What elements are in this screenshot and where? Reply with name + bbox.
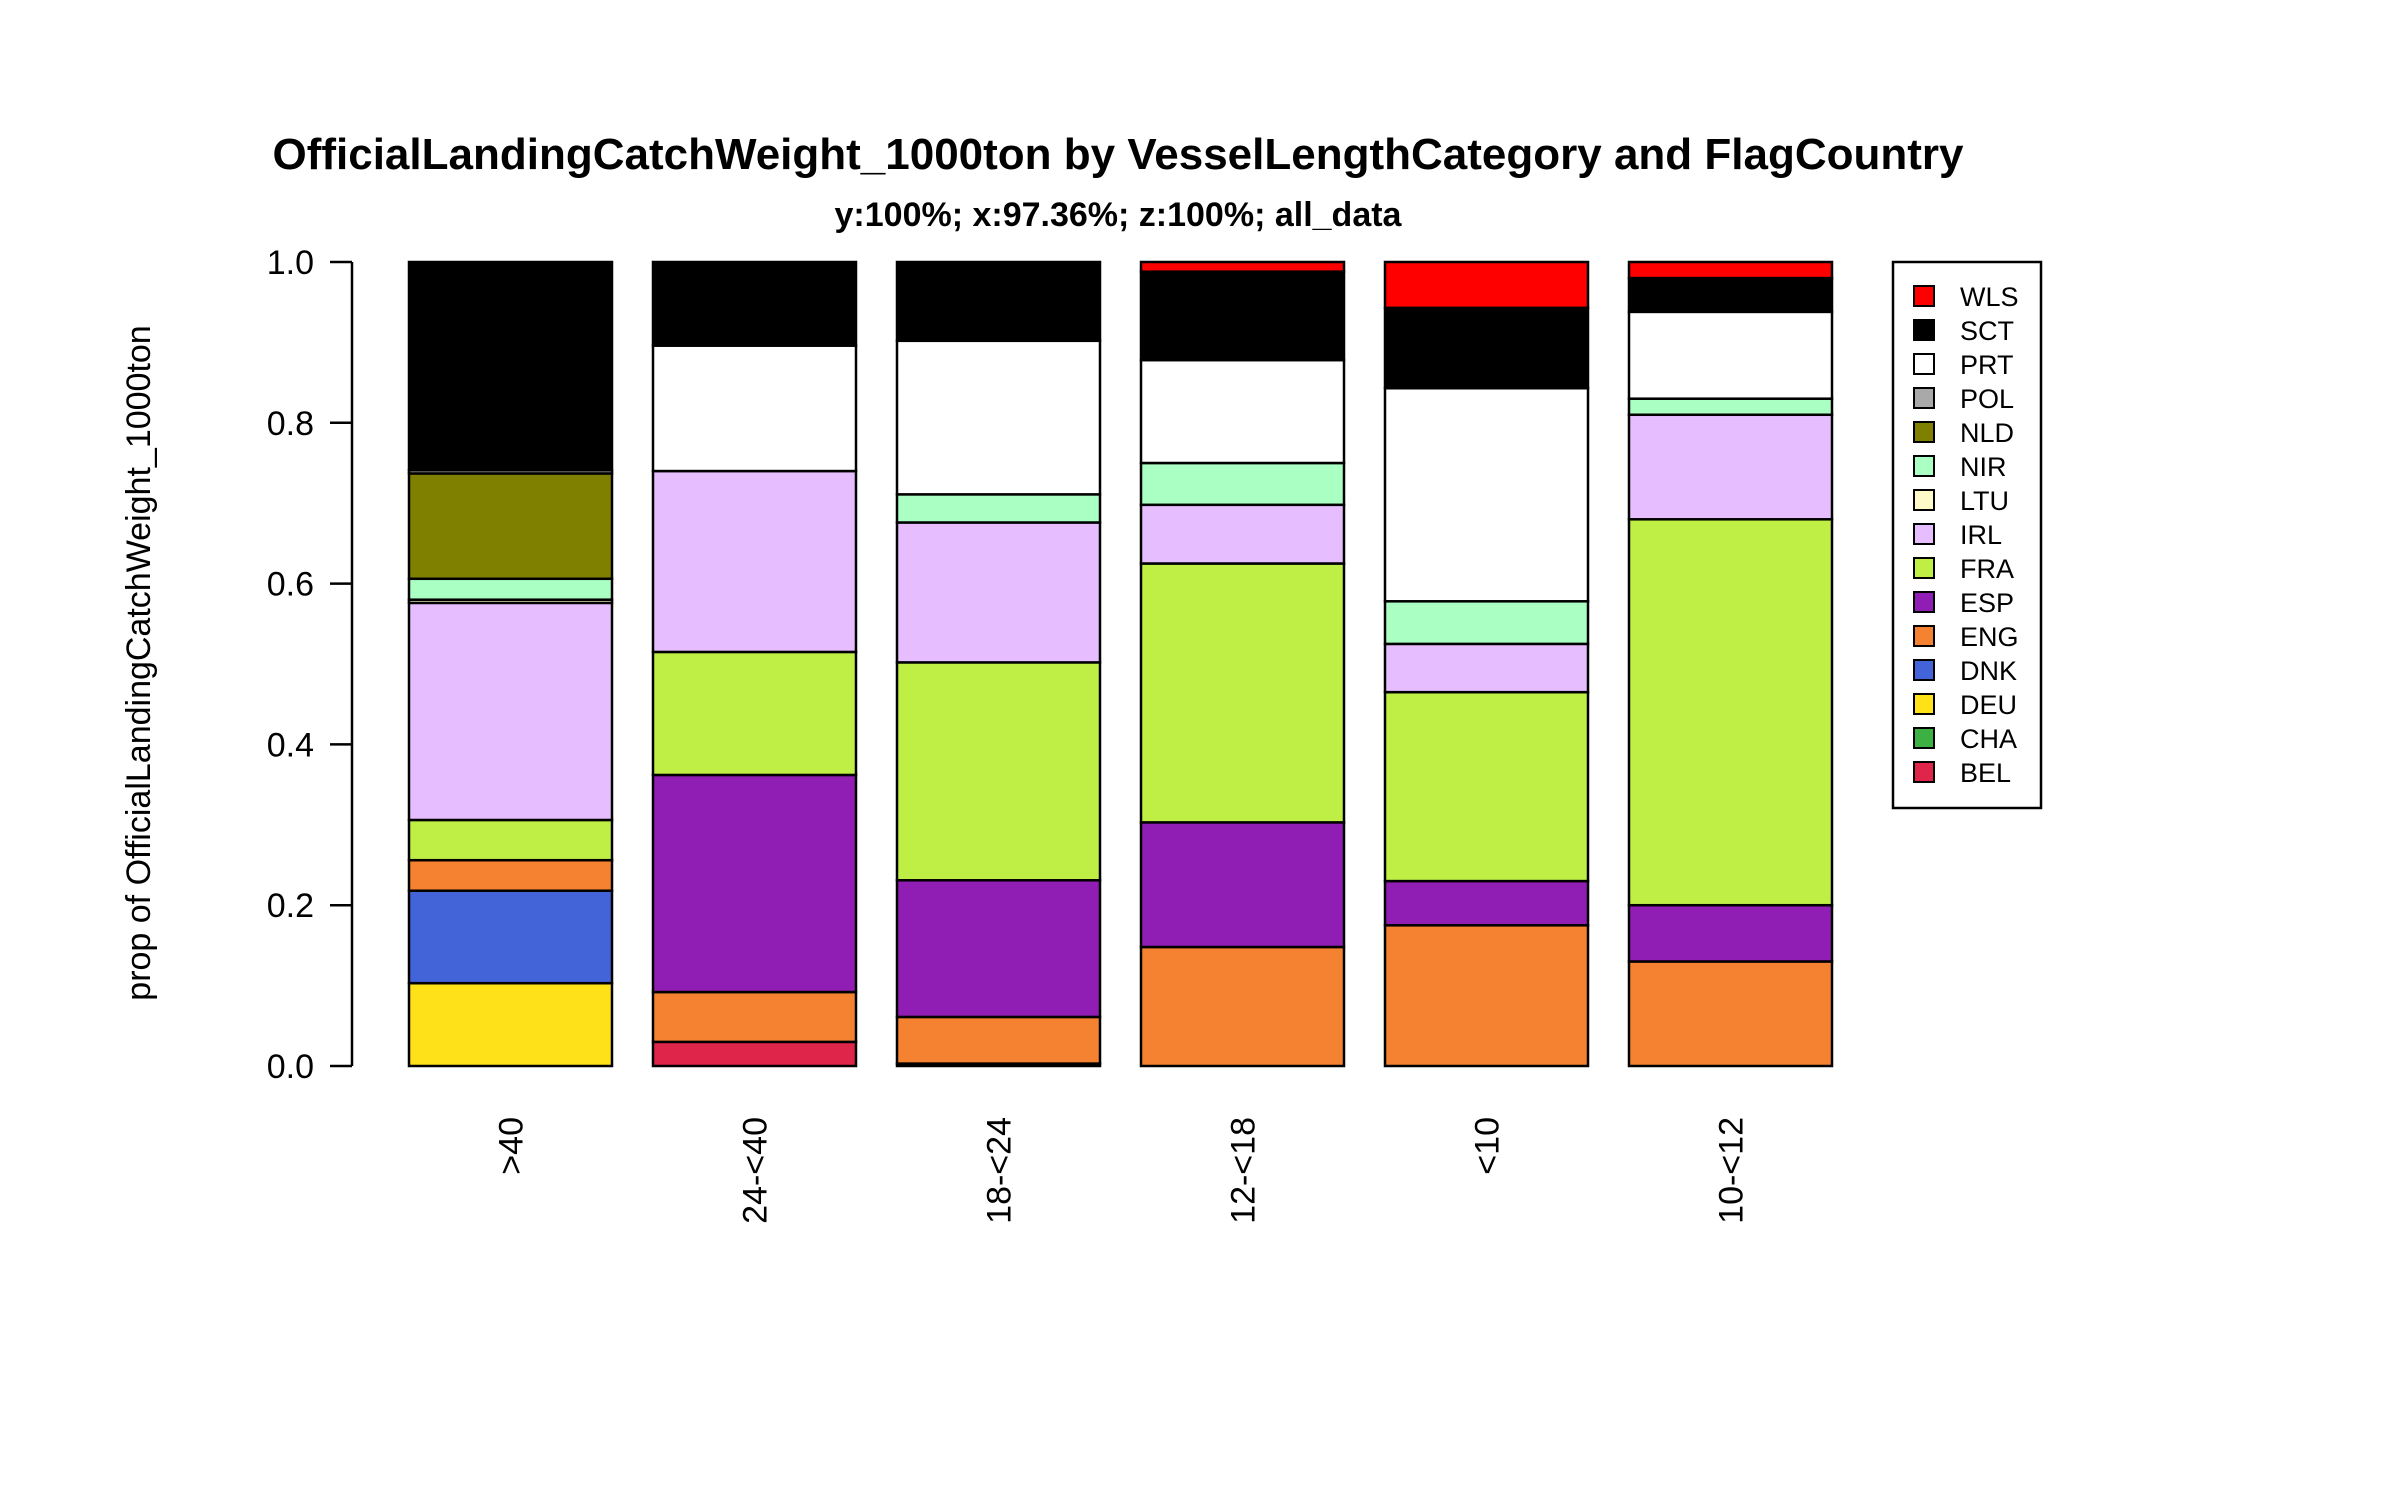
x-tick-label: <10 xyxy=(1469,1117,1507,1175)
bar-segment-sct xyxy=(407,260,614,472)
bar-segment-fra xyxy=(651,650,858,777)
bar-segment-bel xyxy=(651,1040,858,1068)
bar-segment-eng xyxy=(1383,924,1590,1068)
bar-segment-nld xyxy=(407,472,614,581)
y-tick-label: 0.4 xyxy=(267,726,314,764)
y-tick-label: 0.8 xyxy=(267,405,314,443)
bar-segment-sct xyxy=(651,260,858,347)
bar-segment-esp xyxy=(895,879,1102,1019)
y-tick-label: 0.0 xyxy=(267,1048,314,1086)
bar-segment-sct xyxy=(1383,306,1590,390)
y-tick-label: 0.6 xyxy=(267,566,314,604)
legend-label: DNK xyxy=(1960,656,2017,686)
x-tick-label: 12-<18 xyxy=(1225,1117,1263,1224)
legend-swatch-esp xyxy=(1913,591,1935,613)
bar-segment-wls xyxy=(1139,260,1346,273)
bar-segment-fra xyxy=(1139,562,1346,824)
bar-segment-prt xyxy=(1627,310,1834,400)
y-tick-label: 0.2 xyxy=(267,887,314,925)
y-axis: 0.0 0.2 0.4 0.6 0.8 1.0 xyxy=(267,244,354,1086)
legend-label: POL xyxy=(1960,384,2014,414)
legend-swatch-prt xyxy=(1913,353,1935,375)
bar-segment-deu xyxy=(407,981,614,1068)
legend-label: FRA xyxy=(1960,554,2014,584)
legend-label: BEL xyxy=(1960,758,2011,788)
legend-swatch-nld xyxy=(1913,421,1935,443)
legend-swatch-dnk xyxy=(1913,659,1935,681)
bar-segment-eng xyxy=(895,1015,1102,1065)
legend-swatch-bel xyxy=(1913,761,1935,783)
bar-segment-dnk xyxy=(407,889,614,985)
bar-segment-eng xyxy=(407,858,614,892)
bar-segment-eng xyxy=(1627,960,1834,1068)
bar-segment-fra xyxy=(895,661,1102,882)
legend-label: PRT xyxy=(1960,350,2014,380)
legend-swatch-pol xyxy=(1913,387,1935,409)
bar-segment-irl xyxy=(407,601,614,822)
legend-label: ESP xyxy=(1960,588,2014,618)
bar-segment-prt xyxy=(1139,358,1346,465)
bar-segment-nir xyxy=(407,577,614,601)
y-axis-label: prop of OfficialLandingCatchWeight_1000t… xyxy=(120,325,158,1000)
bar-segment-nir xyxy=(895,493,1102,524)
x-tick-label: 24-<40 xyxy=(737,1117,775,1224)
legend-swatch-cha xyxy=(1913,727,1935,749)
y-tick-label: 1.0 xyxy=(267,244,314,282)
bar-segment-wls xyxy=(1627,260,1834,280)
legend-swatch-sct xyxy=(1913,319,1935,341)
bar-segment-nir xyxy=(1383,600,1590,646)
bar-segment-irl xyxy=(1627,413,1834,521)
legend-label: IRL xyxy=(1960,520,2002,550)
bar-segment-prt xyxy=(651,344,858,473)
legend-label: NIR xyxy=(1960,452,2007,482)
legend-swatch-ltu xyxy=(1913,489,1935,511)
legend-label: SCT xyxy=(1960,316,2014,346)
bars xyxy=(407,260,1834,1068)
bar-segment-fra xyxy=(407,818,614,862)
bar-segment-esp xyxy=(1139,821,1346,949)
x-tick-label: 18-<24 xyxy=(981,1117,1019,1224)
bar-segment-irl xyxy=(1383,642,1590,694)
bar-segment-sct xyxy=(1627,276,1834,314)
bar-segment-esp xyxy=(1383,879,1590,927)
bar-segment-nir xyxy=(1139,461,1346,507)
bar-segment-esp xyxy=(1627,903,1834,963)
legend-swatch-eng xyxy=(1913,625,1935,647)
bar-segment-sct xyxy=(1139,270,1346,362)
legend-swatch-fra xyxy=(1913,557,1935,579)
bar-segment-wls xyxy=(1383,260,1590,310)
bar-segment-esp xyxy=(651,773,858,994)
bar-segment-prt xyxy=(1383,386,1590,603)
bar-segment-fra xyxy=(1383,690,1590,883)
legend: WLS SCT PRT POL NLD NIR LTU IRL FRA ESP ENG DNK DEU C… xyxy=(1891,260,2043,810)
x-axis: >40 24-<40 18-<24 12-<18 <10 10-<12 xyxy=(493,1117,1751,1224)
bar-segment-sct xyxy=(895,260,1102,343)
legend-label: ENG xyxy=(1960,622,2019,652)
bar-segment-eng xyxy=(1139,945,1346,1068)
x-tick-label: >40 xyxy=(493,1117,531,1175)
bar-segment-fra xyxy=(1627,518,1834,907)
legend-label: DEU xyxy=(1960,690,2017,720)
bar-segment-irl xyxy=(1139,503,1346,565)
legend-swatch-irl xyxy=(1913,523,1935,545)
legend-label: NLD xyxy=(1960,418,2014,448)
legend-label: LTU xyxy=(1960,486,2009,516)
x-tick-label: 10-<12 xyxy=(1713,1117,1751,1224)
legend-swatch-nir xyxy=(1913,455,1935,477)
legend-swatch-deu xyxy=(1913,693,1935,715)
bar-segment-nir xyxy=(1627,397,1834,417)
legend-swatch-wls xyxy=(1913,285,1935,307)
bar-segment-irl xyxy=(895,521,1102,664)
bar-segment-eng xyxy=(651,990,858,1044)
chart-title: OfficialLandingCatchWeight_1000ton by Ve… xyxy=(272,130,1964,179)
chart-subtitle: y:100%; x:97.36%; z:100%; all_data xyxy=(835,196,1403,234)
bar-segment-prt xyxy=(895,339,1102,496)
legend-label: WLS xyxy=(1960,282,2019,312)
bar-segment-irl xyxy=(651,469,858,654)
legend-label: CHA xyxy=(1960,724,2017,754)
